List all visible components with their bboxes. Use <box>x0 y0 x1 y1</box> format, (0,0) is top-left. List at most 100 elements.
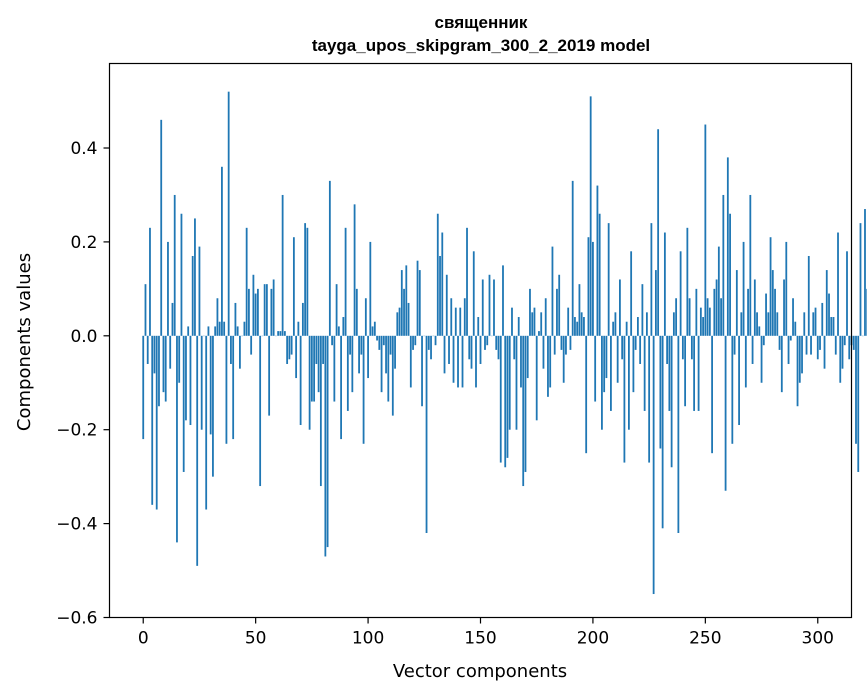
bar <box>257 288 259 336</box>
bar <box>643 335 646 411</box>
bar <box>724 335 727 491</box>
bar <box>843 335 846 346</box>
bar <box>180 213 183 336</box>
bar <box>610 335 612 411</box>
bar <box>511 307 513 336</box>
x-axis: 0 50 100 150 200 250 300 <box>138 617 834 649</box>
bar <box>733 335 736 355</box>
bar <box>263 284 266 336</box>
x-tick-label: 250 <box>689 629 721 649</box>
bar <box>425 335 428 533</box>
bar <box>661 335 664 529</box>
bar <box>524 335 527 472</box>
bar <box>639 335 642 364</box>
bar <box>713 288 716 336</box>
bar <box>508 335 511 430</box>
bar <box>158 335 160 407</box>
bar <box>160 119 163 336</box>
bar <box>760 335 763 383</box>
bar <box>207 326 210 336</box>
bar <box>248 288 250 336</box>
bar <box>758 326 761 336</box>
bar <box>436 213 439 336</box>
bar <box>364 298 367 336</box>
bar <box>560 335 563 350</box>
bar <box>504 335 507 468</box>
bar <box>688 298 691 336</box>
bar <box>765 293 767 336</box>
bar <box>513 335 516 360</box>
bar <box>556 288 558 336</box>
bar <box>461 335 464 388</box>
bar <box>625 321 628 336</box>
bar <box>452 335 455 383</box>
bar <box>785 241 788 336</box>
bar <box>565 335 567 355</box>
bar <box>567 307 570 336</box>
x-tick-label: 100 <box>352 629 384 649</box>
bar <box>821 302 824 336</box>
bar <box>578 284 581 336</box>
bar <box>272 279 275 336</box>
bar <box>841 335 844 369</box>
bar <box>185 335 187 421</box>
bar <box>412 335 414 350</box>
bar <box>787 335 790 364</box>
x-tick-label: 300 <box>802 629 834 649</box>
bar <box>218 321 221 336</box>
bar <box>322 335 325 364</box>
bar <box>859 223 862 336</box>
x-tick-label: 150 <box>464 629 496 649</box>
bar <box>407 302 410 336</box>
bar <box>807 255 810 336</box>
bar <box>225 335 228 444</box>
bar <box>634 335 637 350</box>
bar <box>371 326 374 336</box>
bar <box>351 335 354 393</box>
bar <box>603 335 606 393</box>
bar <box>726 157 729 336</box>
bar <box>810 335 812 355</box>
bar <box>286 335 289 364</box>
bar <box>522 335 525 487</box>
bar <box>328 180 331 336</box>
bar <box>628 335 630 430</box>
bar <box>378 335 381 350</box>
bar <box>549 335 552 388</box>
bar <box>677 335 680 533</box>
bar <box>614 312 617 336</box>
bar <box>227 91 230 336</box>
bar <box>529 288 531 336</box>
bar <box>762 335 765 346</box>
bar <box>484 335 486 350</box>
chart-subtitle: tayga_upos_skipgram_300_2_2019 model <box>312 36 650 55</box>
bar <box>542 335 545 369</box>
bar <box>771 270 774 336</box>
y-tick-label: 0.2 <box>70 233 97 253</box>
bar <box>200 335 203 430</box>
x-tick-label: 50 <box>245 629 267 649</box>
bar <box>753 279 756 336</box>
bar <box>477 317 480 336</box>
bar <box>493 279 495 336</box>
bar <box>598 213 601 336</box>
bar <box>445 274 448 336</box>
bar <box>317 335 320 393</box>
bar <box>223 321 226 336</box>
bar <box>254 293 257 336</box>
bar <box>373 321 376 336</box>
bar <box>616 335 619 383</box>
bar <box>236 326 239 336</box>
bar <box>801 335 803 374</box>
bar <box>389 335 392 355</box>
bar <box>182 335 185 472</box>
bar <box>744 335 747 388</box>
bars-group <box>142 91 867 595</box>
bar <box>250 335 253 355</box>
bar <box>400 270 403 336</box>
bar <box>367 335 369 379</box>
bar <box>690 335 693 360</box>
bar <box>337 326 340 336</box>
bar <box>832 317 835 336</box>
bar <box>416 260 419 336</box>
